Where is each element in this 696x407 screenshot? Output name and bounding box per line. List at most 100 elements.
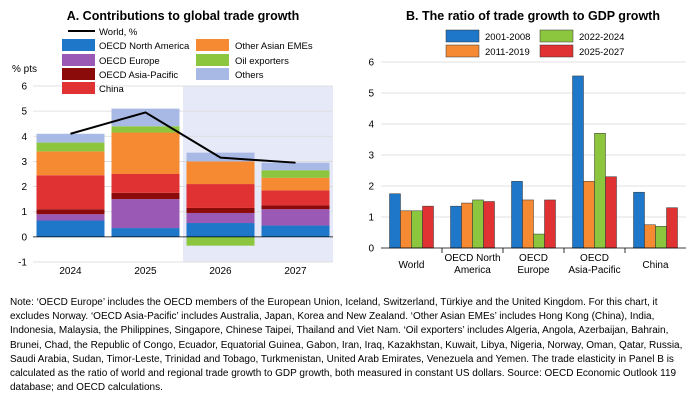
bar-segment-others xyxy=(261,162,330,171)
bar-segment-oecd-north-america xyxy=(111,228,180,237)
x-tick-label: Asia-Pacific xyxy=(568,265,620,276)
y-tick-label: 1 xyxy=(368,213,374,224)
y-tick-label: 5 xyxy=(368,89,374,100)
bar-segment-china xyxy=(186,184,255,208)
bar-segment-oecd-asia-pacific xyxy=(186,207,255,213)
y-tick-label: 3 xyxy=(368,151,374,162)
y-tick-label: 6 xyxy=(21,82,27,93)
bar-2022-2024 xyxy=(655,226,667,249)
legend-label: OECD Asia-Pacific xyxy=(99,70,178,81)
bar-segment-others xyxy=(111,108,180,127)
x-tick-label: OECD xyxy=(580,253,609,264)
bar-segment-other-asian-emes xyxy=(186,161,255,185)
bar-segment-other-asian-emes xyxy=(261,177,330,191)
bar-segment-oecd-asia-pacific xyxy=(261,205,330,210)
legend-label: 2025-2027 xyxy=(579,47,624,58)
legend-label: Other Asian EMEs xyxy=(235,41,313,52)
x-tick-label: World xyxy=(399,260,425,271)
bar-segment-oil-exporters xyxy=(261,170,330,178)
panel-b-title: B. The ratio of trade growth to GDP grow… xyxy=(406,9,660,23)
x-tick-label: 2025 xyxy=(134,266,157,277)
legend-swatch xyxy=(62,39,95,51)
legend-swatch xyxy=(445,44,480,58)
bar-2025-2027 xyxy=(483,201,495,249)
y-tick-label: 4 xyxy=(368,120,374,131)
bar-segment-other-asian-emes xyxy=(111,132,180,174)
y-tick-label: 4 xyxy=(21,132,27,143)
bar-2001-2008 xyxy=(572,75,584,249)
bar-segment-china xyxy=(111,174,180,193)
legend-label: Oil exporters xyxy=(235,56,289,67)
x-tick-label: OECD North xyxy=(444,253,500,264)
bar-segment-oecd-north-america xyxy=(186,223,255,237)
bar-segment-oecd-europe xyxy=(261,209,330,226)
y-tick-label: 6 xyxy=(368,58,374,69)
legend-swatch xyxy=(196,54,229,66)
legend-label: Others xyxy=(235,70,264,81)
bar-segment-oecd-asia-pacific xyxy=(36,209,105,215)
panel-a-title: A. Contributions to global trade growth xyxy=(67,9,300,23)
bar-segment-china xyxy=(261,190,330,206)
bar-2001-2008 xyxy=(511,181,523,249)
legend-world-label: World, % xyxy=(99,27,138,38)
bar-2025-2027 xyxy=(605,176,617,249)
bar-segment-oecd-asia-pacific xyxy=(111,192,180,200)
bar-segment-oecd-europe xyxy=(111,199,180,229)
bar-segment-oil-exporters xyxy=(186,236,255,246)
y-tick-label: 2 xyxy=(21,182,27,193)
bar-2001-2008 xyxy=(389,193,401,249)
legend-label: OECD Europe xyxy=(99,56,160,67)
bar-2025-2027 xyxy=(544,199,556,249)
bar-2011-2019 xyxy=(400,210,412,249)
legend-swatch xyxy=(445,29,480,43)
x-tick-label: Europe xyxy=(517,265,550,276)
bar-segment-oecd-europe xyxy=(36,214,105,221)
y-tick-label: 0 xyxy=(368,244,374,255)
bar-2025-2027 xyxy=(422,205,434,249)
charts-area: A. Contributions to global trade growth%… xyxy=(12,9,686,277)
bar-2011-2019 xyxy=(644,224,656,249)
bar-segment-other-asian-emes xyxy=(36,151,105,176)
bar-2011-2019 xyxy=(522,199,534,249)
bar-segment-others xyxy=(36,133,105,143)
legend-swatch xyxy=(196,39,229,51)
bar-segment-oil-exporters xyxy=(36,142,105,152)
panel-b-chart: B. The ratio of trade growth to GDP grow… xyxy=(368,9,686,276)
y-tick-label: 5 xyxy=(21,107,27,118)
y-tick-label: 0 xyxy=(21,232,27,243)
bar-segment-china xyxy=(36,175,105,210)
bar-2011-2019 xyxy=(583,181,595,249)
bar-segment-oecd-north-america xyxy=(261,225,330,237)
bar-2022-2024 xyxy=(411,210,423,249)
bar-2001-2008 xyxy=(450,205,462,249)
x-tick-label: 2026 xyxy=(209,266,232,277)
panel-a-chart: A. Contributions to global trade growth%… xyxy=(12,9,333,277)
legend-label: 2022-2024 xyxy=(579,32,624,43)
y-tick-label: -1 xyxy=(18,258,27,269)
panel-a-ylabel: % pts xyxy=(12,64,37,75)
legend-label: 2001-2008 xyxy=(485,32,530,43)
legend-swatch xyxy=(539,44,574,58)
x-tick-label: OECD xyxy=(519,253,548,264)
bar-2025-2027 xyxy=(666,207,678,249)
x-tick-label: 2027 xyxy=(284,266,307,277)
legend-label: OECD North America xyxy=(99,41,190,52)
y-tick-label: 1 xyxy=(21,207,27,218)
bar-2022-2024 xyxy=(472,199,484,249)
bar-2022-2024 xyxy=(533,233,545,249)
legend-label: 2011-2019 xyxy=(485,47,530,58)
x-tick-label: America xyxy=(454,265,491,276)
bar-segment-oil-exporters xyxy=(111,126,180,133)
legend-swatch xyxy=(196,68,229,80)
world-line xyxy=(70,111,296,164)
legend-swatch xyxy=(539,29,574,43)
legend-label: China xyxy=(99,84,125,95)
y-tick-label: 3 xyxy=(21,157,27,168)
legend-swatch xyxy=(62,68,95,80)
bar-2011-2019 xyxy=(461,202,473,249)
chart-note: Note: ‘OECD Europe’ includes the OECD me… xyxy=(10,297,683,394)
y-tick-label: 2 xyxy=(368,182,374,193)
x-tick-label: 2024 xyxy=(59,266,82,277)
bar-2022-2024 xyxy=(594,133,606,249)
bar-segment-oecd-europe xyxy=(186,212,255,224)
